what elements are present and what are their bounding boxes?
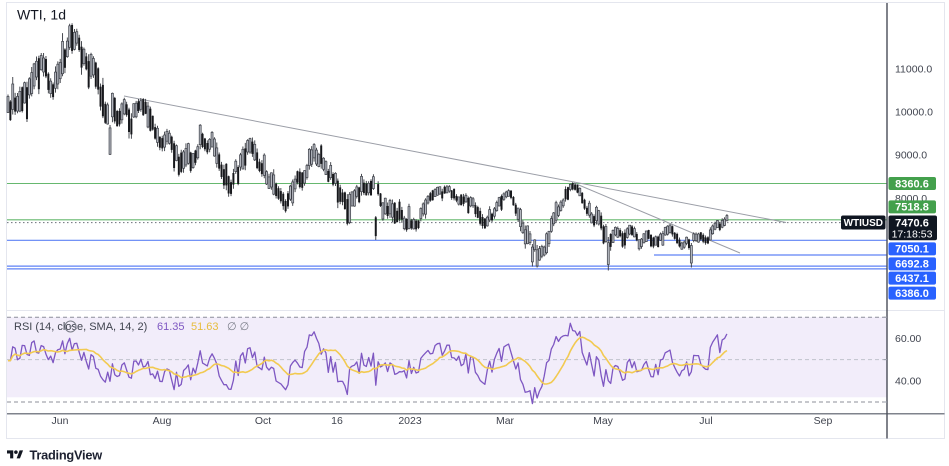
svg-text:Sep: Sep: [814, 415, 833, 427]
svg-text:7050.1: 7050.1: [895, 244, 929, 256]
svg-text:WTI, 1d: WTI, 1d: [17, 7, 66, 23]
svg-text:6692.8: 6692.8: [895, 259, 929, 271]
svg-text:9000.0: 9000.0: [895, 150, 927, 162]
svg-text:∅ ∅: ∅ ∅: [227, 321, 249, 333]
svg-text:Oct: Oct: [255, 415, 271, 427]
svg-text:8360.6: 8360.6: [895, 178, 929, 190]
svg-text:Aug: Aug: [153, 415, 172, 427]
svg-text:TradingView: TradingView: [30, 448, 103, 463]
svg-text:60.00: 60.00: [895, 333, 921, 345]
svg-text:7470.6: 7470.6: [895, 217, 929, 229]
svg-text:6437.1: 6437.1: [895, 273, 929, 285]
svg-text:RSI (14, close, SMA, 14, 2): RSI (14, close, SMA, 14, 2): [14, 321, 147, 333]
svg-text:17:18:53: 17:18:53: [892, 229, 933, 241]
svg-text:WTIUSD: WTIUSD: [844, 218, 883, 229]
svg-text:May: May: [593, 415, 614, 427]
svg-text:10000.0: 10000.0: [895, 107, 933, 119]
svg-text:61.35: 61.35: [157, 321, 185, 333]
svg-text:6386.0: 6386.0: [895, 288, 929, 300]
svg-text:Jul: Jul: [699, 415, 712, 427]
svg-text:Mar: Mar: [496, 415, 515, 427]
svg-text:2023: 2023: [398, 415, 422, 427]
svg-text:11000.0: 11000.0: [895, 64, 932, 76]
svg-text:7518.8: 7518.8: [895, 202, 929, 214]
svg-text:40.00: 40.00: [895, 376, 921, 388]
svg-text:Jun: Jun: [52, 415, 69, 427]
svg-text:16: 16: [331, 415, 343, 427]
svg-text:51.63: 51.63: [191, 321, 219, 333]
